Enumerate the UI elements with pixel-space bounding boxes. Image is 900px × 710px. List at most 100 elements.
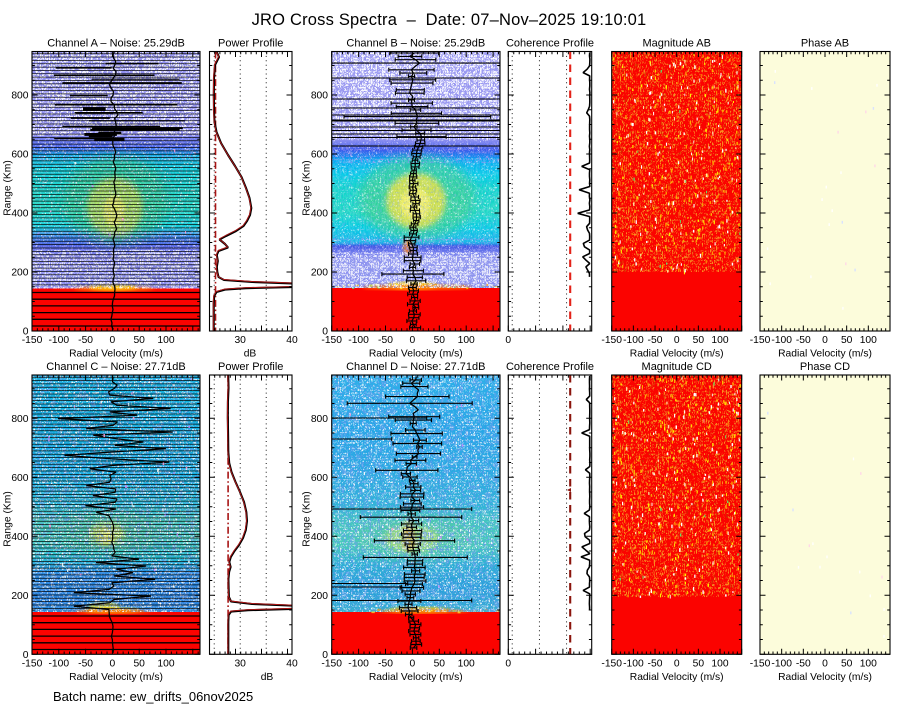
svg-text:0: 0: [674, 335, 680, 346]
svg-text:Radial Velocity (m/s): Radial Velocity (m/s): [369, 672, 463, 683]
svg-text:-50: -50: [796, 335, 811, 346]
svg-text:Magnitude CD: Magnitude CD: [642, 361, 712, 373]
svg-text:400: 400: [11, 532, 28, 543]
svg-text:0: 0: [410, 659, 416, 670]
svg-text:Power Profile: Power Profile: [218, 361, 283, 373]
svg-text:200: 200: [11, 268, 28, 279]
svg-text:-100: -100: [348, 335, 369, 346]
svg-text:800: 800: [11, 414, 28, 425]
svg-text:-100: -100: [48, 659, 69, 670]
svg-text:-150: -150: [22, 335, 43, 346]
svg-text:-100: -100: [48, 335, 69, 346]
svg-text:0: 0: [410, 335, 416, 346]
svg-text:0: 0: [505, 335, 511, 346]
svg-text:-100: -100: [771, 659, 792, 670]
svg-text:-150: -150: [601, 659, 622, 670]
svg-text:-150: -150: [750, 335, 771, 346]
svg-text:0: 0: [23, 650, 29, 661]
svg-text:0: 0: [23, 327, 29, 338]
svg-text:-100: -100: [623, 659, 644, 670]
svg-text:50: 50: [434, 335, 446, 346]
svg-text:40: 40: [286, 659, 298, 670]
svg-text:600: 600: [11, 150, 28, 161]
svg-text:Batch name: ew_drifts_06nov202: Batch name: ew_drifts_06nov2025: [53, 689, 253, 704]
svg-text:800: 800: [11, 91, 28, 102]
svg-text:100: 100: [157, 659, 174, 670]
svg-text:600: 600: [311, 150, 328, 161]
svg-text:-50: -50: [796, 659, 811, 670]
svg-text:Channel C – Noise: 27.71dB: Channel C – Noise: 27.71dB: [46, 361, 185, 373]
svg-text:Range (Km): Range (Km): [302, 491, 313, 547]
svg-text:40: 40: [286, 335, 298, 346]
svg-text:50: 50: [841, 335, 853, 346]
svg-text:0: 0: [822, 335, 828, 346]
svg-text:dB: dB: [261, 672, 274, 683]
svg-text:-100: -100: [771, 335, 792, 346]
svg-text:100: 100: [711, 335, 728, 346]
svg-text:50: 50: [693, 335, 705, 346]
svg-text:-150: -150: [601, 335, 622, 346]
svg-text:Power Profile: Power Profile: [218, 38, 283, 50]
svg-text:200: 200: [311, 268, 328, 279]
svg-text:0: 0: [505, 659, 511, 670]
svg-text:800: 800: [311, 91, 328, 102]
svg-text:0: 0: [110, 659, 116, 670]
svg-text:100: 100: [458, 335, 475, 346]
svg-text:0: 0: [822, 659, 828, 670]
svg-text:0: 0: [110, 335, 116, 346]
svg-text:Channel D – Noise: 27.71dB: Channel D – Noise: 27.71dB: [346, 361, 485, 373]
svg-text:Coherence Profile: Coherence Profile: [506, 361, 594, 373]
svg-text:-150: -150: [22, 659, 43, 670]
svg-text:200: 200: [311, 591, 328, 602]
svg-text:-150: -150: [750, 659, 771, 670]
svg-text:Radial Velocity (m/s): Radial Velocity (m/s): [369, 349, 463, 360]
svg-text:Radial Velocity (m/s): Radial Velocity (m/s): [778, 349, 872, 360]
svg-text:100: 100: [458, 659, 475, 670]
svg-text:600: 600: [311, 473, 328, 484]
svg-text:-100: -100: [348, 659, 369, 670]
svg-text:50: 50: [133, 659, 145, 670]
svg-text:-50: -50: [78, 659, 93, 670]
svg-text:Phase AB: Phase AB: [801, 38, 849, 50]
svg-text:400: 400: [11, 209, 28, 220]
svg-text:Range (Km): Range (Km): [3, 160, 14, 216]
svg-text:Channel A – Noise: 25.29dB: Channel A – Noise: 25.29dB: [47, 38, 185, 50]
svg-text:50: 50: [841, 659, 853, 670]
svg-text:Phase CD: Phase CD: [800, 361, 850, 373]
svg-text:30: 30: [234, 335, 246, 346]
svg-text:Radial Velocity (m/s): Radial Velocity (m/s): [69, 672, 163, 683]
svg-text:0: 0: [674, 659, 680, 670]
svg-text:dB: dB: [244, 349, 257, 360]
svg-text:-50: -50: [648, 335, 663, 346]
svg-text:-100: -100: [623, 335, 644, 346]
svg-text:-50: -50: [378, 659, 393, 670]
svg-text:30: 30: [234, 659, 246, 670]
svg-text:50: 50: [693, 659, 705, 670]
svg-text:100: 100: [860, 659, 877, 670]
svg-text:Coherence Profile: Coherence Profile: [506, 38, 594, 50]
svg-text:400: 400: [311, 209, 328, 220]
svg-text:100: 100: [157, 335, 174, 346]
svg-text:-150: -150: [321, 335, 342, 346]
svg-text:JRO Cross Spectra – Date: 07: JRO Cross Spectra – Date: 07–Nov–2025 19…: [252, 11, 647, 29]
svg-text:-50: -50: [378, 335, 393, 346]
svg-text:600: 600: [11, 473, 28, 484]
svg-text:Magnitude AB: Magnitude AB: [642, 38, 711, 50]
svg-text:Radial Velocity (m/s): Radial Velocity (m/s): [778, 672, 872, 683]
svg-text:50: 50: [434, 659, 446, 670]
svg-text:Channel B – Noise: 25.29dB: Channel B – Noise: 25.29dB: [346, 38, 485, 50]
svg-text:-150: -150: [321, 659, 342, 670]
svg-text:100: 100: [711, 659, 728, 670]
svg-text:100: 100: [860, 335, 877, 346]
svg-text:-50: -50: [648, 659, 663, 670]
svg-text:-50: -50: [78, 335, 93, 346]
svg-text:800: 800: [311, 414, 328, 425]
svg-text:Radial Velocity (m/s): Radial Velocity (m/s): [630, 349, 724, 360]
svg-text:0: 0: [322, 327, 328, 338]
svg-text:200: 200: [11, 591, 28, 602]
svg-text:Radial Velocity (m/s): Radial Velocity (m/s): [630, 672, 724, 683]
svg-text:Range (Km): Range (Km): [3, 491, 14, 547]
svg-text:Radial Velocity (m/s): Radial Velocity (m/s): [69, 349, 163, 360]
svg-text:50: 50: [133, 335, 145, 346]
svg-text:Range (Km): Range (Km): [302, 160, 313, 216]
